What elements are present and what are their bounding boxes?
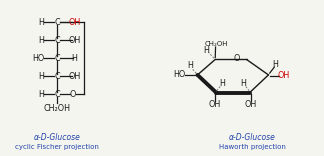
Text: H: H bbox=[188, 61, 193, 70]
Text: H: H bbox=[72, 54, 77, 63]
Text: CH₂OH: CH₂OH bbox=[44, 104, 71, 113]
Text: OH: OH bbox=[68, 18, 81, 27]
Text: C: C bbox=[54, 90, 60, 99]
Text: CH₂OH: CH₂OH bbox=[205, 41, 229, 47]
Text: H: H bbox=[220, 79, 226, 88]
Text: OH: OH bbox=[245, 100, 257, 109]
Text: H: H bbox=[38, 36, 44, 45]
Text: HO: HO bbox=[174, 70, 186, 79]
Text: C: C bbox=[54, 72, 60, 81]
Text: OH: OH bbox=[278, 71, 290, 80]
Text: OH: OH bbox=[68, 72, 81, 81]
Text: O: O bbox=[69, 90, 76, 99]
Text: C: C bbox=[54, 18, 60, 27]
Text: H: H bbox=[38, 72, 44, 81]
Text: Haworth projection: Haworth projection bbox=[219, 144, 286, 150]
Text: H: H bbox=[38, 90, 44, 99]
Text: α-D-Glucose: α-D-Glucose bbox=[229, 133, 276, 142]
Text: H: H bbox=[272, 60, 279, 69]
Text: OH: OH bbox=[68, 36, 81, 45]
Text: O: O bbox=[234, 54, 240, 63]
Text: H: H bbox=[240, 79, 246, 88]
Text: H: H bbox=[38, 18, 44, 27]
Text: C: C bbox=[54, 54, 60, 63]
Text: α-D-Glucose: α-D-Glucose bbox=[34, 133, 81, 142]
Text: H: H bbox=[203, 46, 209, 55]
Text: HO: HO bbox=[32, 54, 45, 63]
Text: OH: OH bbox=[209, 100, 221, 109]
Text: C: C bbox=[54, 36, 60, 45]
Text: cyclic Fischer projection: cyclic Fischer projection bbox=[15, 144, 99, 150]
